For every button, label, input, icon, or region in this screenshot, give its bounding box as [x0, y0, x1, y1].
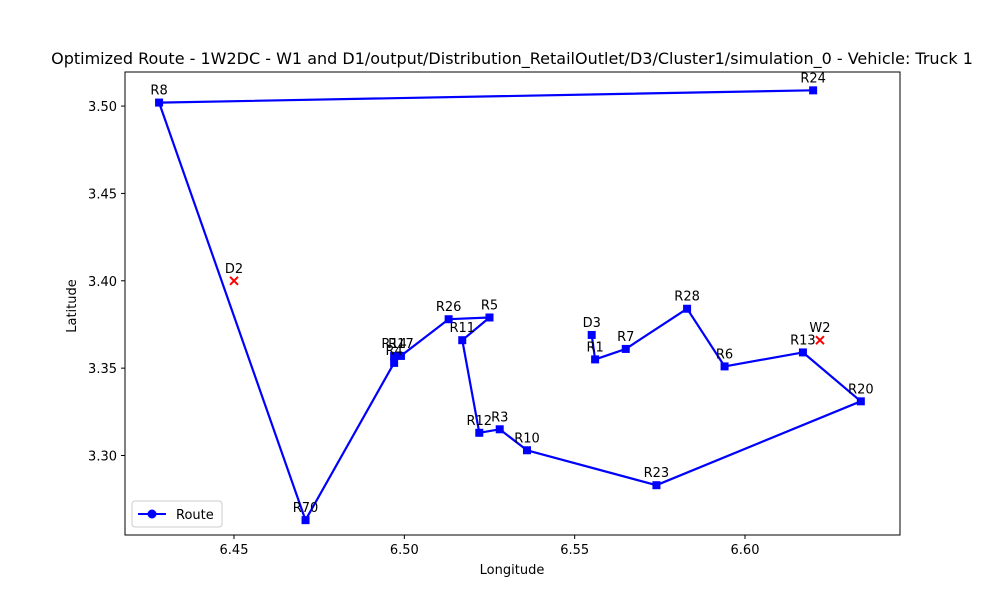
y-tick-label: 3.45	[88, 187, 117, 202]
x-tick-label: 6.50	[390, 543, 419, 558]
x-tick-label: 6.45	[220, 543, 249, 558]
route-point-label: R24	[800, 71, 826, 86]
plot-area: 6.45 6.50 6.55 6.60 3.30 3.35 3.40 3.45 3.50 D3 R1…	[88, 71, 901, 558]
depot-marker	[815, 335, 825, 345]
chart-title: Optimized Route - 1W2DC - W1 and D1/outp…	[51, 49, 973, 69]
route-point-label: R7	[617, 330, 634, 345]
route-point-label: R70	[293, 501, 319, 516]
legend-box	[131, 500, 223, 528]
route-point-marker	[621, 344, 630, 353]
y-tick-label: 3.40	[88, 275, 117, 290]
route-point-label: R28	[674, 290, 700, 305]
route-point-label: D3	[583, 316, 601, 331]
y-tick-label: 3.35	[88, 362, 117, 377]
route-point-label: R3	[491, 410, 508, 425]
axes-frame	[124, 71, 901, 536]
x-tick-label: 6.55	[560, 543, 589, 558]
route-point-marker	[798, 348, 807, 357]
route-point-label: R26	[436, 300, 462, 315]
route-point-label: R5	[481, 298, 498, 313]
route-point-label: R4	[385, 344, 402, 359]
legend-marker	[147, 509, 157, 519]
route-point-marker	[809, 86, 818, 95]
route-point-marker	[587, 330, 596, 339]
x-axis-label: Longitude	[480, 563, 545, 578]
route-point-marker	[591, 355, 600, 364]
route-point-label: R12	[466, 414, 492, 429]
depot-label: W2	[809, 321, 830, 336]
route-point-label: R20	[848, 382, 874, 397]
route-point-marker	[390, 358, 399, 367]
y-tick-label: 3.30	[88, 450, 117, 465]
route-point-marker	[485, 313, 494, 322]
route-point-label: R10	[514, 431, 540, 446]
route-point-label: R17	[388, 337, 414, 352]
route-point-marker	[856, 397, 865, 406]
route-point-marker	[495, 425, 504, 434]
depot-label: D2	[225, 262, 243, 277]
route-point-marker	[475, 428, 484, 437]
route-point-label: R8	[150, 84, 167, 99]
y-tick-label: 3.50	[88, 100, 117, 115]
route-point-marker	[720, 362, 729, 371]
route-point-marker	[683, 304, 692, 313]
route-point-label: R6	[716, 347, 733, 362]
x-tick-label: 6.60	[731, 543, 760, 558]
route-point-marker	[390, 351, 399, 360]
route-point-marker	[155, 98, 164, 107]
route-point-marker	[301, 516, 310, 525]
route-point-label: R23	[644, 466, 670, 481]
legend: Route	[131, 500, 223, 528]
legend-entry-route: Route	[176, 508, 214, 523]
y-axis-label: Latitude	[65, 279, 80, 333]
route-point-label: R14	[381, 337, 407, 352]
route-point-marker	[652, 481, 661, 490]
route-point-marker	[396, 351, 405, 360]
route-point-marker	[444, 315, 453, 324]
route-point-marker	[458, 336, 467, 345]
route-point-marker	[522, 446, 531, 455]
route-point-label: R13	[790, 333, 816, 348]
route-point-label: R11	[449, 321, 475, 336]
depot-marker	[229, 276, 239, 286]
route-point-label: R1	[586, 340, 603, 355]
